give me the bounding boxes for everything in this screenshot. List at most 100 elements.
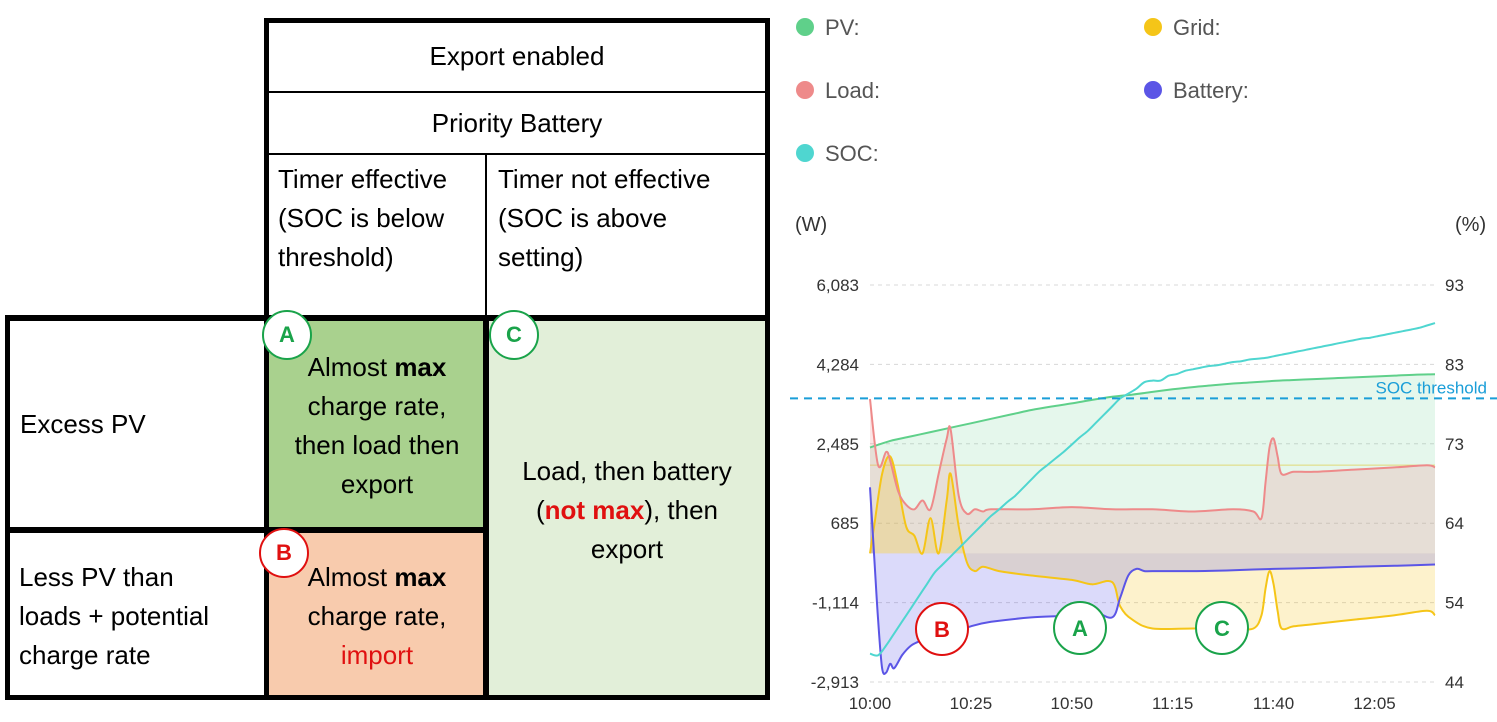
annotation-circle-b [915, 602, 969, 656]
table-border [264, 18, 269, 700]
col-timer-effective-line2: (SOC is below [278, 203, 445, 233]
x-tick: 10:50 [1051, 694, 1094, 713]
x-tick: 10:00 [849, 694, 892, 713]
table-border [5, 695, 770, 700]
x-tick: 12:05 [1353, 694, 1396, 713]
table-border [485, 154, 487, 318]
cell-a-bg [268, 318, 486, 530]
y-tick-left: 2,485 [816, 435, 859, 454]
cell-b-line3: import [340, 640, 414, 670]
cell-a-line1-bold: max [394, 352, 447, 382]
cell-b-line1-text: Almost [307, 562, 395, 592]
y-tick-right: 54 [1445, 594, 1464, 613]
cell-c-text: Load, then battery (not max), then expor… [486, 452, 768, 569]
badge-b: B [259, 528, 309, 578]
badge-a: A [262, 310, 312, 360]
badge-c: C [489, 310, 539, 360]
col-timer-not-effective-line3: setting) [498, 242, 584, 272]
cell-c-line2-post: ), then [644, 495, 719, 525]
y-tick-right: 73 [1445, 435, 1464, 454]
legend-label-pv: PV: [825, 15, 860, 40]
annotation-circle-c [1195, 601, 1249, 655]
y-tick-left: -2,913 [811, 673, 859, 692]
col-timer-not-effective-line2: (SOC is above [498, 203, 668, 233]
row-excess-pv: Excess PV [8, 318, 268, 530]
y-tick-left: 6,083 [816, 276, 859, 295]
col-timer-effective-line3: threshold) [278, 242, 394, 272]
header-priority-battery: Priority Battery [266, 92, 768, 154]
legend-label-battery: Battery: [1173, 78, 1249, 103]
chart-lines: SOC threshold [790, 322, 1497, 675]
cell-c-bg [486, 318, 768, 698]
legend-dot-soc [796, 144, 814, 162]
cell-c-line2-pre: ( [535, 495, 545, 525]
cell-a-line1-text: Almost [307, 352, 395, 382]
table-border [5, 527, 489, 533]
header-export-enabled-text: Export enabled [429, 40, 605, 71]
y-tick-left: -1,114 [812, 594, 859, 613]
cell-b-text: Almost max charge rate, import [268, 558, 486, 675]
y-tick-right: 64 [1445, 514, 1464, 533]
y-tick-left: 4,284 [816, 355, 859, 374]
annotation-label-b: B [934, 617, 950, 642]
y-tick-right: 44 [1445, 673, 1464, 692]
badge-c-text: C [506, 322, 522, 347]
cell-a-line3: then load then [294, 430, 460, 460]
legend-label-soc: SOC: [825, 141, 879, 166]
cell-b-line2: charge rate, [307, 601, 447, 631]
legend-label-load: Load: [825, 78, 880, 103]
load-line [869, 398, 1436, 521]
y-tick-right: 83 [1445, 355, 1464, 374]
cell-b-line1-bold: max [394, 562, 447, 592]
legend-dot-grid [1144, 18, 1162, 36]
grid-line [869, 455, 1436, 631]
battery-area [870, 487, 1435, 674]
cell-c-line2-red: not max [544, 495, 645, 525]
col-timer-not-effective-line1: Timer not effective [498, 164, 711, 194]
header-export-enabled: Export enabled [266, 20, 768, 92]
table-border [5, 315, 10, 700]
grid-area [870, 456, 1435, 630]
chart-legend: PV: Grid: Load: Battery: SOC: [796, 15, 1249, 166]
row-less-pv-line2: loads + potential [19, 601, 210, 631]
annotation-label-c: C [1214, 616, 1230, 641]
col-timer-not-effective: Timer not effective (SOC is above settin… [498, 160, 766, 277]
row-less-pv-line3: charge rate [19, 640, 151, 670]
table-border [483, 315, 489, 700]
y-axis-left-unit: (W) [795, 214, 827, 236]
table-border [268, 91, 767, 93]
cell-c-line3: export [590, 534, 664, 564]
legend-label-grid: Grid: [1173, 15, 1221, 40]
table-border [268, 153, 767, 155]
cell-a-line2: charge rate, [307, 391, 447, 421]
x-tick: 10:25 [950, 694, 993, 713]
y-tick-left: 685 [831, 514, 859, 533]
row-excess-pv-text: Excess PV [20, 408, 146, 439]
cell-c-line1: Load, then battery [522, 456, 732, 486]
load-area [870, 399, 1435, 554]
col-timer-effective: Timer effective (SOC is below threshold) [278, 160, 484, 277]
badge-b-text: B [276, 540, 292, 565]
annotation-circle-a [1053, 601, 1107, 655]
y-tick-right: 93 [1445, 276, 1464, 295]
table-border [5, 315, 770, 321]
pv-line [869, 373, 1436, 449]
x-tick: 11:40 [1253, 694, 1294, 713]
table-border [264, 18, 770, 23]
y-axis-right-unit: (%) [1455, 214, 1486, 236]
cell-a-line1: Almost max [268, 348, 486, 387]
legend-dot-load [796, 81, 814, 99]
cell-b-line1: Almost max [268, 558, 486, 597]
cell-c-line2: (not max), then [486, 491, 768, 530]
table-border [765, 18, 770, 700]
col-timer-effective-line1: Timer effective [278, 164, 448, 194]
chart-ticks: 6,083 93 4,284 83 2,485 73 685 64 -1,114 54 -2,913… [811, 276, 1464, 713]
battery-line [869, 487, 1436, 675]
badge-a-text: A [279, 322, 295, 347]
energy-chart: PV: Grid: Load: Battery: SOC: (W) (%) SOC th… [790, 15, 1497, 713]
cell-a-line4: export [340, 469, 414, 499]
header-priority-battery-text: Priority Battery [431, 107, 603, 138]
legend-dot-pv [796, 18, 814, 36]
legend-dot-battery [1144, 81, 1162, 99]
